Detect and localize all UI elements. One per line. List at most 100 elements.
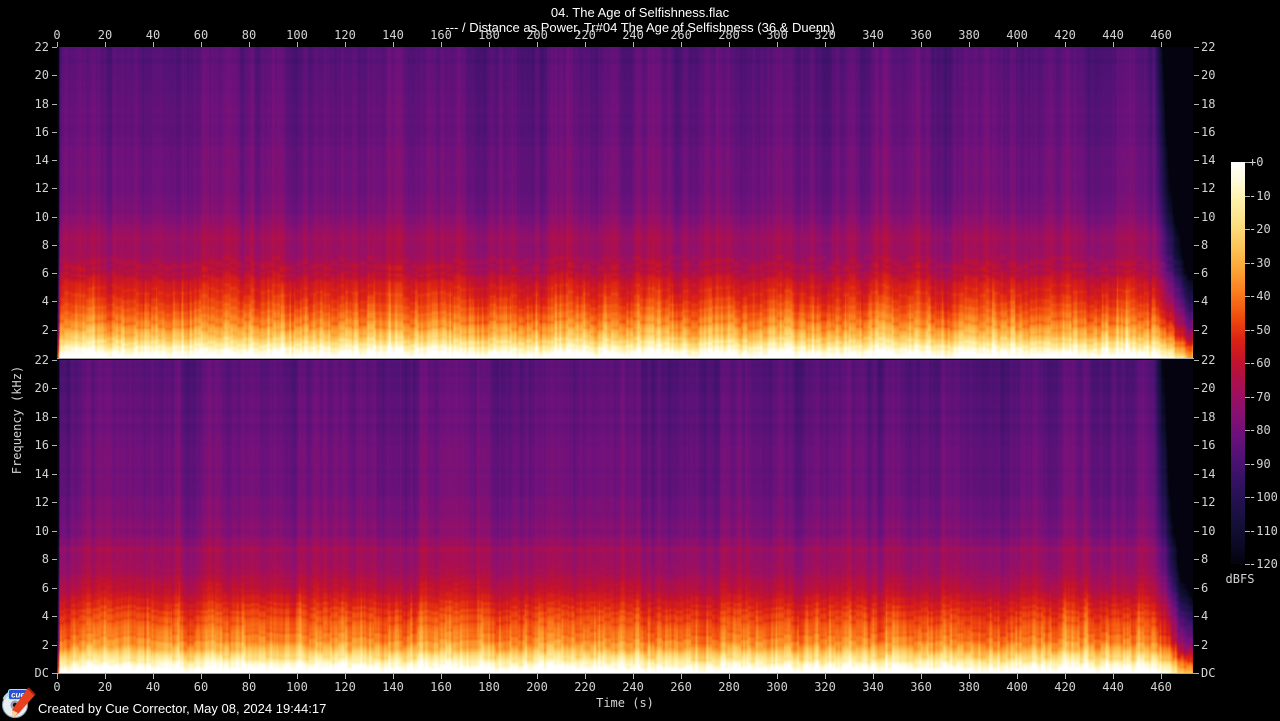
- cue-logo-text: cue: [11, 691, 25, 700]
- y-tick: [1194, 474, 1199, 475]
- x-tick: [153, 674, 154, 679]
- colorbar-tick: [1245, 531, 1250, 532]
- y-tick-label: 12: [1201, 495, 1216, 509]
- y-tick-label: 20: [34, 68, 49, 82]
- y-tick: [1194, 47, 1199, 48]
- colorbar-tick-label: -50: [1249, 323, 1271, 337]
- x-tick: [777, 42, 779, 47]
- track-title: 04. The Age of Selfishness.flac: [550, 5, 730, 20]
- x-tick: [873, 674, 875, 679]
- x-tick-label: 180: [478, 28, 500, 42]
- x-tick-label: 200: [526, 28, 548, 42]
- y-tick-label: 16: [1201, 125, 1216, 139]
- y-tick: [1194, 188, 1199, 189]
- y-tick-label: 2: [1201, 323, 1209, 337]
- y-tick-label: 20: [1201, 381, 1216, 395]
- y-tick: [52, 188, 57, 189]
- colorbar-tick: [1245, 162, 1250, 163]
- x-tick: [1065, 674, 1067, 679]
- cue-corrector-logo: cue: [2, 687, 36, 718]
- colorbar-tick: [1245, 430, 1250, 431]
- y-tick: [52, 531, 57, 532]
- y-tick: [1194, 616, 1199, 617]
- x-tick-label: 100: [286, 28, 308, 42]
- y-tick-label: 14: [1201, 467, 1216, 481]
- x-tick: [57, 42, 58, 47]
- y-tick-label: 6: [1201, 581, 1209, 595]
- x-tick-label: 300: [766, 28, 788, 42]
- x-tick: [969, 42, 971, 47]
- y-tick: [52, 132, 57, 133]
- y-tick-label: 8: [41, 238, 49, 252]
- x-tick-label: 300: [766, 680, 788, 694]
- x-tick-label: 220: [574, 28, 596, 42]
- spectrogram-left-channel: [57, 47, 1193, 358]
- x-tick: [633, 674, 635, 679]
- x-tick-label: 400: [1006, 680, 1028, 694]
- x-tick: [57, 674, 58, 679]
- x-tick-label: 40: [145, 680, 161, 694]
- colorbar-tick: [1245, 497, 1250, 498]
- x-tick: [1113, 42, 1115, 47]
- x-tick-label: 320: [814, 680, 836, 694]
- x-tick-label: 40: [145, 28, 161, 42]
- colorbar-tick: [1245, 464, 1250, 465]
- y-tick: [52, 217, 57, 218]
- x-tick: [1017, 674, 1019, 679]
- x-tick-label: 340: [862, 28, 884, 42]
- y-tick-label: 2: [1201, 638, 1209, 652]
- x-tick-label: 20: [97, 680, 113, 694]
- y-tick-label: 2: [41, 323, 49, 337]
- x-tick-label: 280: [718, 680, 740, 694]
- y-tick-label: 18: [1201, 410, 1216, 424]
- y-tick-label: 8: [41, 552, 49, 566]
- track-subtitle: --- / Distance as Power, Tr#04 The Age o…: [445, 20, 835, 35]
- y-tick: [1194, 559, 1199, 560]
- y-tick-label: 22: [34, 40, 49, 54]
- x-tick-label: 0: [53, 680, 61, 694]
- colorbar-tick-label: -10: [1249, 189, 1271, 203]
- y-tick: [52, 559, 57, 560]
- y-tick: [52, 75, 57, 76]
- colorbar-tick: [1245, 196, 1250, 197]
- x-tick: [345, 674, 347, 679]
- x-tick-label: 440: [1102, 680, 1124, 694]
- y-tick-label: 4: [1201, 294, 1209, 308]
- y-tick: [1194, 301, 1199, 302]
- y-tick: [1194, 330, 1199, 331]
- x-tick: [873, 42, 875, 47]
- y-tick: [52, 360, 57, 361]
- y-tick: [52, 301, 57, 302]
- x-tick: [537, 42, 539, 47]
- x-tick: [1161, 674, 1163, 679]
- x-tick: [1113, 674, 1115, 679]
- x-tick: [489, 674, 491, 679]
- x-tick: [201, 674, 202, 679]
- y-tick-label: 10: [34, 210, 49, 224]
- y-tick: [52, 588, 57, 589]
- y-tick-label: 10: [34, 524, 49, 538]
- y-tick: [1194, 645, 1199, 646]
- x-tick-label: 120: [334, 28, 356, 42]
- x-tick-label: 320: [814, 28, 836, 42]
- x-tick: [393, 42, 395, 47]
- x-tick-label: 420: [1054, 680, 1076, 694]
- x-tick: [777, 674, 779, 679]
- colorbar-tick: [1245, 296, 1250, 297]
- x-tick: [681, 674, 683, 679]
- y-tick: [1194, 445, 1199, 446]
- x-tick: [345, 42, 347, 47]
- x-tick-label: 200: [526, 680, 548, 694]
- y-tick: [1194, 388, 1199, 389]
- y-tick: [1194, 217, 1199, 218]
- colorbar-unit-label: dBFS: [1225, 572, 1255, 586]
- x-tick: [441, 674, 443, 679]
- x-tick: [537, 674, 539, 679]
- x-tick-label: 260: [670, 680, 692, 694]
- x-tick: [921, 42, 923, 47]
- colorbar-tick-label: -70: [1249, 390, 1271, 404]
- x-tick-label: 360: [910, 28, 932, 42]
- y-tick: [52, 273, 57, 274]
- x-tick: [297, 42, 299, 47]
